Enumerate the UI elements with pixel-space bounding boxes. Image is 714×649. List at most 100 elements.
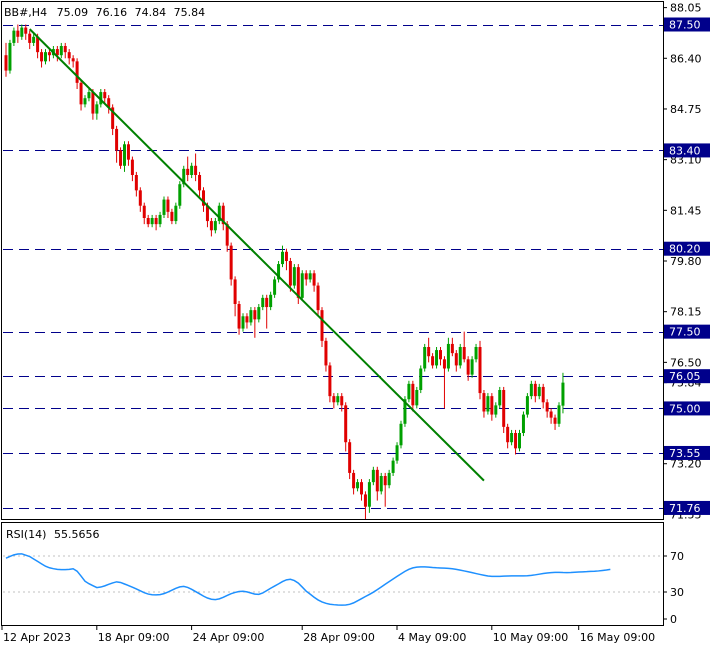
candle-body <box>427 347 431 357</box>
time-tick-label: 12 Apr 2023 <box>3 631 71 644</box>
candle-body <box>265 297 269 308</box>
level-tag-bg <box>664 143 710 158</box>
candle-body <box>44 52 47 62</box>
level-tag-bg <box>664 324 710 339</box>
open-value: 75.09 <box>57 6 89 19</box>
candle-body <box>28 33 32 43</box>
candle-body <box>549 411 553 418</box>
rsi-tick-label: 70 <box>670 550 684 563</box>
rsi-label: RSI(14) <box>6 528 46 541</box>
candle-body <box>375 469 379 492</box>
candle-body <box>419 368 423 390</box>
candle-body <box>336 396 340 403</box>
candle-body <box>115 128 119 151</box>
level-tag-label: 80.20 <box>669 243 701 256</box>
candle-body <box>304 273 308 280</box>
time-tick-label: 4 May 09:00 <box>398 631 466 644</box>
candle-body <box>312 273 316 286</box>
level-tag-bg <box>664 369 710 384</box>
candle-body <box>360 482 363 495</box>
candle-body <box>67 52 71 59</box>
time-tick-label: 10 May 09:00 <box>493 631 568 644</box>
rsi-line <box>5 553 611 606</box>
price-tick-label: 79.80 <box>670 255 702 268</box>
candle-body <box>415 390 419 406</box>
candle-body <box>59 46 63 56</box>
level-tag-label: 83.40 <box>669 144 701 157</box>
candle-body <box>123 144 126 166</box>
time-tick-label: 28 Apr 09:00 <box>303 631 375 644</box>
candle-body <box>71 58 75 62</box>
candle-body <box>348 442 352 473</box>
candle-body <box>154 218 158 225</box>
rsi-header: RSI(14) 55.5656 <box>6 528 99 541</box>
candle-body <box>439 350 442 360</box>
candle-body <box>379 476 383 492</box>
symbol-header: BB#,H4 75.09 76.16 74.84 75.84 <box>4 6 205 19</box>
candle-body <box>186 168 190 175</box>
level-tag-label: 76.05 <box>669 370 701 383</box>
candle-body <box>340 396 344 406</box>
candle-body <box>103 92 107 99</box>
candle-body <box>494 405 498 415</box>
candle-body <box>462 347 466 360</box>
candle-body <box>541 386 545 403</box>
candle-body <box>233 279 237 304</box>
rsi-tick-label: 30 <box>670 586 684 599</box>
candle-body <box>205 205 209 222</box>
candle-body <box>387 472 391 486</box>
candle-body <box>533 383 537 397</box>
candle-body <box>83 98 87 105</box>
candle-body <box>344 405 348 443</box>
candle-body <box>281 251 284 265</box>
candle-body <box>399 423 403 446</box>
candle-body <box>126 144 130 160</box>
rsi-axis: 70 30 0 <box>663 550 684 626</box>
candle-body <box>525 396 529 415</box>
candle-body <box>12 30 16 43</box>
high-value: 76.16 <box>96 6 128 19</box>
candle-body <box>20 27 24 37</box>
price-axis: 88.0586.4084.7583.1081.4579.8078.1576.50… <box>663 2 702 521</box>
level-tag-label: 71.76 <box>669 502 701 515</box>
candle-body <box>490 396 494 415</box>
candle-body <box>36 36 40 53</box>
candle-body <box>75 61 79 83</box>
candle-body <box>545 402 549 412</box>
candle-body <box>95 104 99 114</box>
candle-body <box>245 316 249 323</box>
price-tick-label: 76.50 <box>670 356 702 369</box>
candle-body <box>561 382 565 406</box>
candle-body <box>91 92 95 114</box>
candle-body <box>300 273 304 298</box>
candle-body <box>506 426 510 443</box>
candle-body <box>99 92 103 105</box>
candle-body <box>383 476 387 486</box>
candle-body <box>466 359 470 375</box>
price-panel-frame <box>1 1 664 520</box>
rsi-tick-label: 0 <box>670 613 677 626</box>
horizontal-levels <box>3 25 663 509</box>
trendline-layer <box>28 28 485 482</box>
symbol-name: BB#,H4 <box>4 6 47 19</box>
candle-body <box>225 224 229 246</box>
rsi-panel-frame <box>1 522 664 626</box>
price-tick-label: 88.05 <box>670 2 702 15</box>
candle-body <box>363 494 367 507</box>
price-tick-label: 78.15 <box>670 306 702 319</box>
candle-body <box>182 168 186 185</box>
candle-body <box>518 433 521 449</box>
candle-body <box>8 42 12 71</box>
candle-body <box>194 165 198 175</box>
candle-body <box>521 414 525 433</box>
price-tick-label: 84.75 <box>670 103 702 116</box>
candle-body <box>470 359 474 375</box>
level-tag-bg <box>664 401 710 416</box>
candle-body <box>435 350 439 366</box>
candle-body <box>190 165 194 175</box>
time-axis: 12 Apr 2023 18 Apr 09:00 24 Apr 09:00 28 Ap… <box>1 625 655 644</box>
candle-body <box>47 52 51 56</box>
candle-body <box>229 245 233 280</box>
